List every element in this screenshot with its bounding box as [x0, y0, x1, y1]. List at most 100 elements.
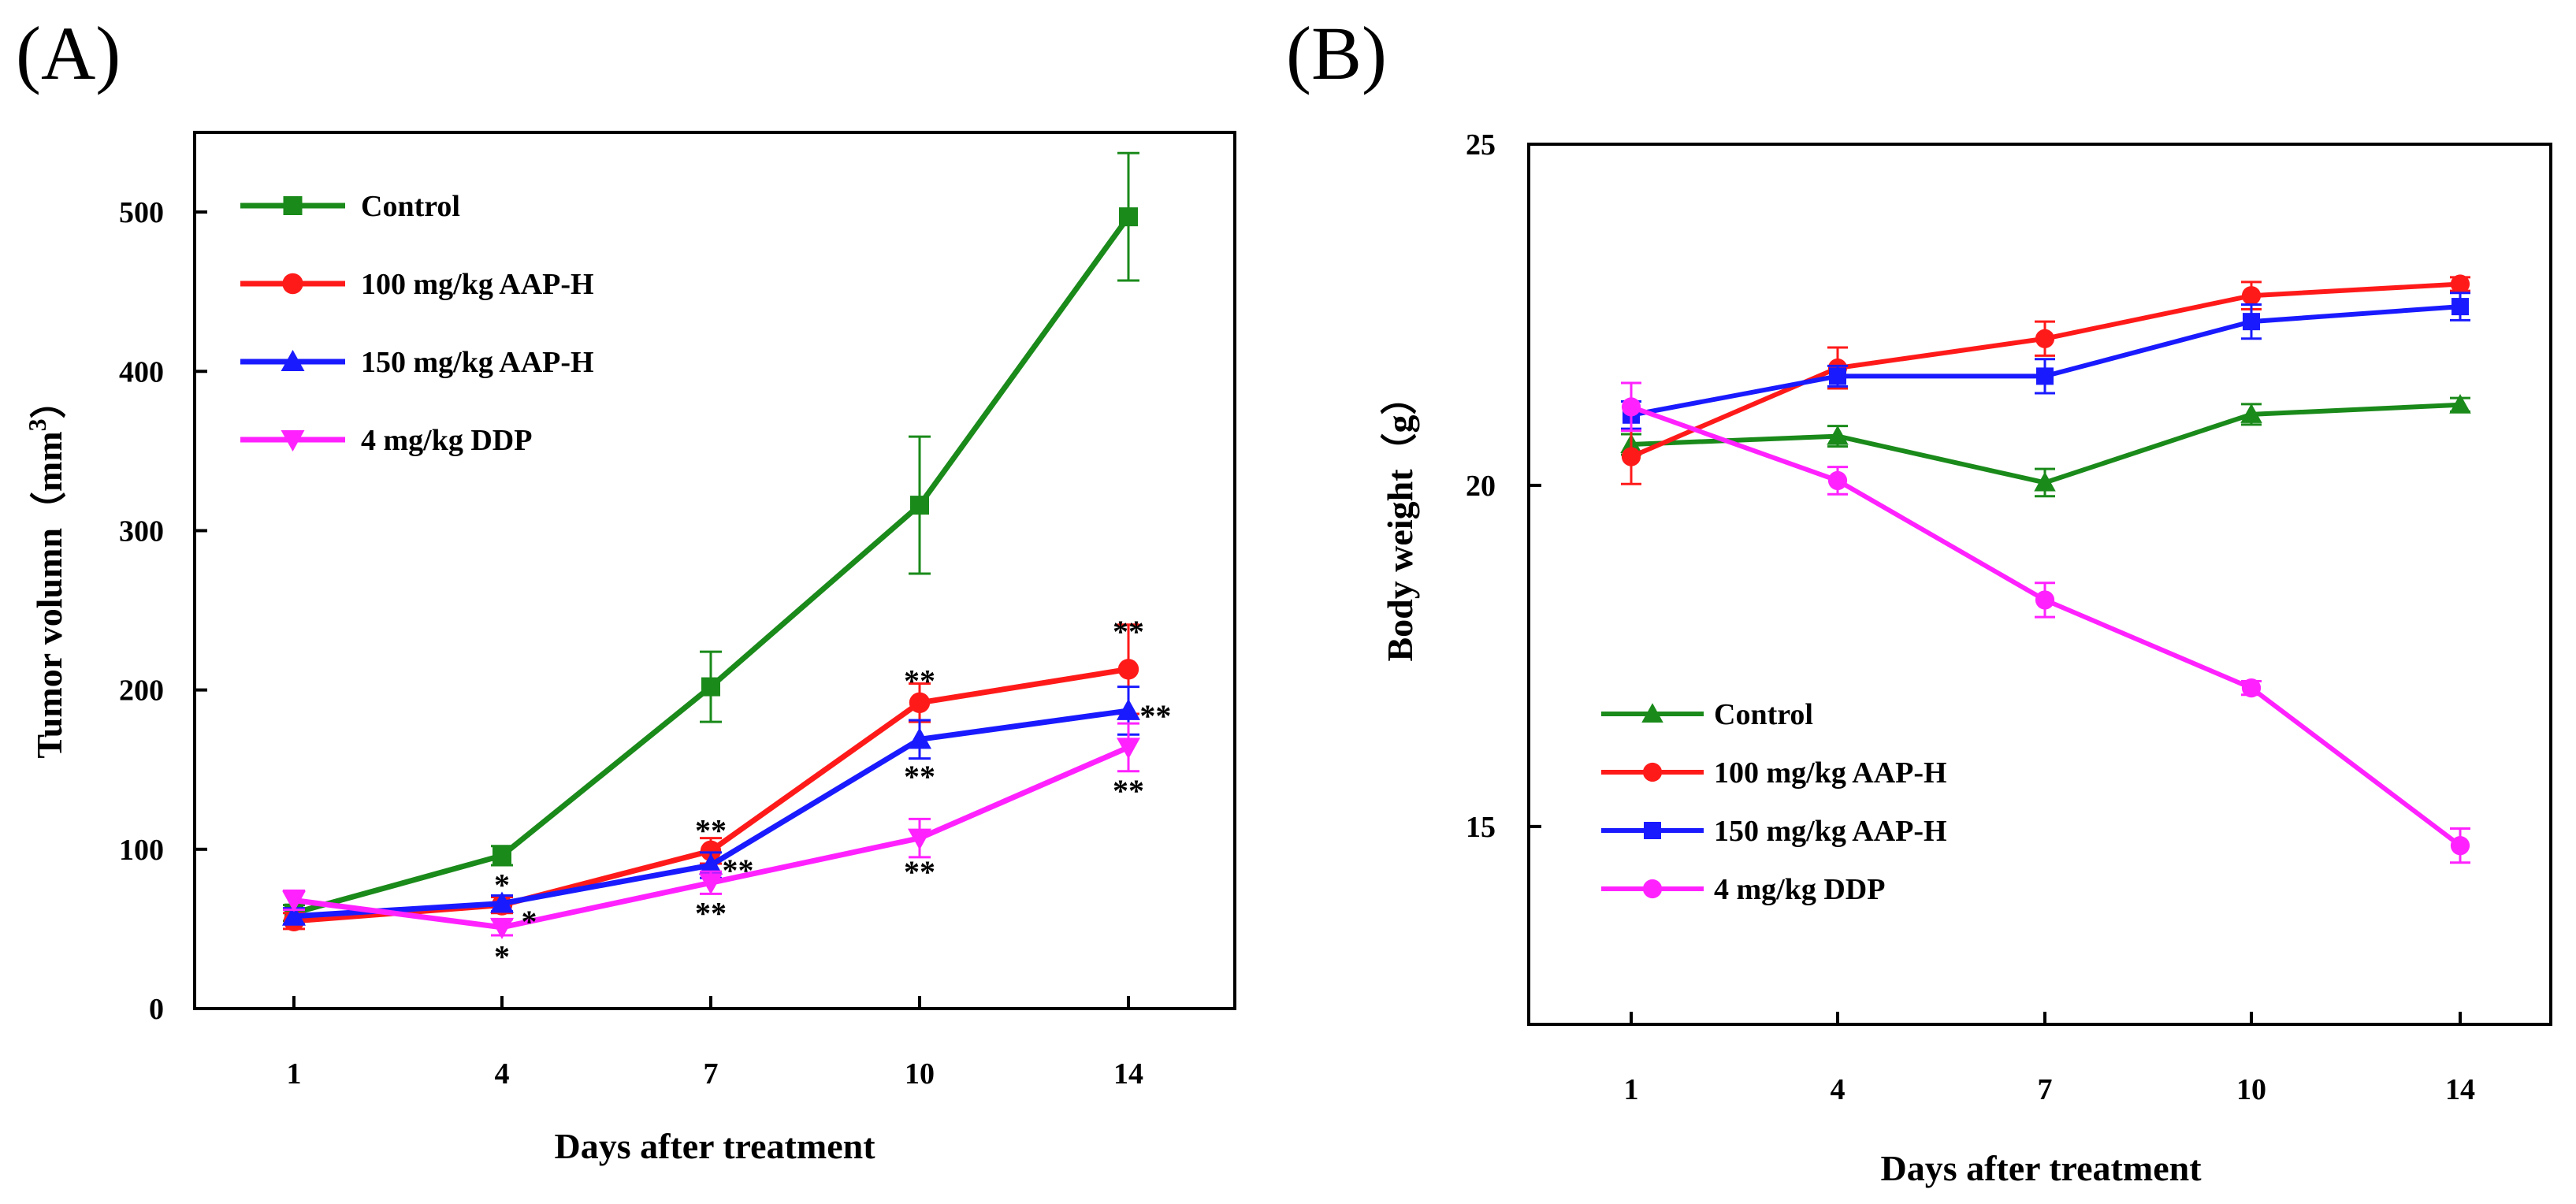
legend-label: 100 mg/kg AAP-H: [361, 268, 594, 301]
data-point: [2243, 313, 2260, 331]
significance-marker: **: [695, 896, 727, 931]
data-point: [1117, 659, 1139, 680]
data-point: [282, 904, 306, 926]
y-tick-label: 25: [1466, 128, 1496, 162]
data-point: [2241, 678, 2262, 698]
y-tick-label: 15: [1466, 811, 1496, 844]
significance-marker: *: [494, 938, 510, 974]
significance-marker: **: [904, 759, 935, 794]
data-point: [2034, 471, 2056, 492]
legend-marker: [1642, 762, 1663, 782]
data-point: [2451, 298, 2469, 316]
plot-frame: [1527, 143, 2552, 1026]
legend-marker: [1644, 822, 1661, 839]
significance-marker: **: [1113, 773, 1144, 808]
x-tick-label: 7: [2038, 1073, 2053, 1106]
data-point: [1827, 470, 1848, 490]
y-axis-title-text: Body weight（g）: [1380, 378, 1420, 661]
data-point: [699, 853, 723, 875]
legend-label: 100 mg/kg AAP-H: [1714, 756, 1947, 790]
legend-marker: [282, 273, 303, 295]
data-point: [1621, 447, 1641, 466]
data-point: [699, 873, 723, 895]
series-3: [282, 686, 1140, 926]
y-tick-label: 100: [119, 834, 164, 867]
y-tick-label: 400: [119, 355, 164, 388]
panel-label: (B): [1286, 11, 1387, 95]
legend-marker: [1641, 703, 1663, 723]
x-tick-label: 1: [287, 1057, 302, 1091]
x-axis-title: Days after treatment: [554, 1126, 875, 1166]
legend-marker: [281, 430, 305, 452]
data-point: [910, 496, 929, 515]
y-tick-label: 200: [119, 674, 164, 708]
significance-marker: **: [904, 854, 935, 890]
series-3: [1621, 292, 2470, 430]
significance-marker: *: [494, 867, 510, 902]
data-point: [282, 890, 306, 912]
series-4: [1621, 381, 2470, 864]
legend-label: 4 mg/kg DDP: [361, 424, 532, 457]
x-tick-label: 10: [905, 1057, 935, 1091]
series-4: [282, 722, 1140, 939]
series-1: [1620, 394, 2471, 498]
data-point: [1621, 397, 1641, 417]
y-axis-title: Body weight（g）: [1380, 378, 1420, 661]
data-point: [1827, 425, 1849, 445]
legend-label: Control: [1714, 698, 1813, 731]
data-point: [2450, 836, 2470, 856]
y-tick-label: 20: [1466, 470, 1496, 503]
significance-marker: **: [1113, 614, 1144, 649]
legend-label: 150 mg/kg AAP-H: [1714, 815, 1947, 848]
significance-marker: **: [904, 663, 935, 699]
y-tick-label: 500: [119, 196, 164, 229]
data-point: [2450, 274, 2470, 294]
data-point: [2036, 367, 2054, 385]
legend-marker: [1642, 879, 1663, 899]
data-point: [493, 845, 511, 865]
y-axis-title-text: Tumor volumn（mm: [29, 431, 69, 758]
x-tick-label: 1: [1624, 1073, 1639, 1106]
panel-label: (A): [16, 11, 121, 95]
significance-marker: *: [521, 904, 537, 939]
data-point: [490, 891, 514, 913]
data-point: [1117, 738, 1140, 760]
y-tick-label: 0: [149, 993, 164, 1026]
data-point: [2241, 286, 2262, 306]
data-point: [2449, 394, 2471, 414]
x-tick-label: 10: [2236, 1073, 2266, 1106]
data-point: [1119, 207, 1138, 227]
plot-frame: [193, 131, 1236, 1010]
significance-marker: **: [1139, 698, 1171, 734]
x-tick-label: 14: [1113, 1057, 1143, 1091]
x-tick-label: 4: [1831, 1073, 1846, 1106]
legend-label: 150 mg/kg AAP-H: [361, 346, 594, 379]
data-point: [1117, 698, 1140, 720]
y-axis-title-superscript: 3: [23, 418, 51, 431]
y-axis-title-close: ）: [29, 382, 69, 418]
data-point: [909, 692, 931, 714]
legend-marker: [281, 350, 305, 371]
data-point: [908, 828, 931, 850]
x-tick-label: 14: [2445, 1073, 2475, 1106]
x-axis-title: Days after treatment: [1880, 1148, 2202, 1188]
data-point: [2240, 403, 2262, 423]
data-point: [2035, 329, 2055, 348]
x-tick-label: 7: [704, 1057, 719, 1091]
data-point: [1829, 367, 1846, 385]
data-point: [490, 917, 514, 939]
significance-marker: **: [722, 853, 753, 888]
data-point: [701, 677, 720, 697]
data-point: [908, 727, 931, 749]
data-point: [2035, 590, 2055, 610]
legend-label: 4 mg/kg DDP: [1714, 873, 1885, 906]
data-point: [700, 840, 722, 862]
y-tick-label: 300: [119, 515, 164, 548]
legend-marker: [283, 196, 303, 215]
series-line: [293, 215, 1131, 916]
x-tick-label: 4: [495, 1057, 510, 1091]
significance-marker: **: [695, 813, 727, 849]
